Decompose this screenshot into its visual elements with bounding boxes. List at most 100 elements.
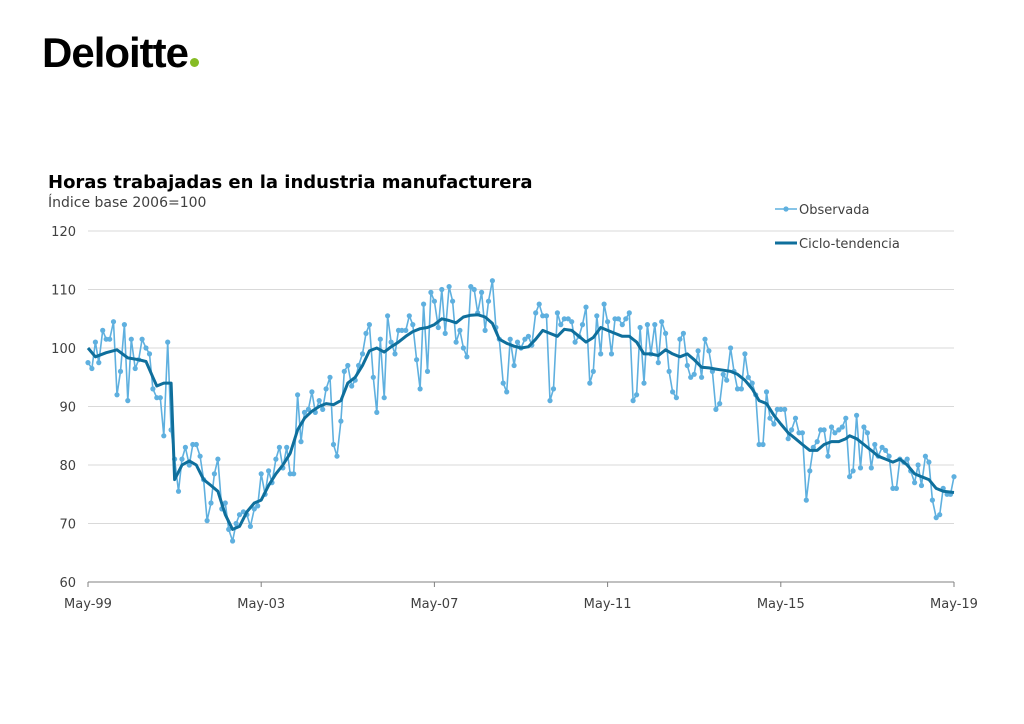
data-point (258, 471, 264, 477)
data-point (334, 453, 340, 459)
data-point (146, 351, 153, 357)
data-point (540, 313, 546, 319)
y-tick-label: 70 (59, 518, 76, 533)
data-point (161, 433, 167, 439)
data-point (421, 301, 427, 307)
legend-label: Ciclo-tendencia (799, 237, 900, 252)
series-observada (85, 278, 957, 544)
data-point (937, 512, 943, 518)
data-point (951, 474, 957, 480)
data-point (713, 406, 719, 412)
data-point (273, 456, 279, 462)
data-point (157, 395, 163, 401)
data-point (742, 351, 748, 357)
series-line (86, 313, 955, 531)
data-point (298, 439, 304, 445)
data-point (179, 456, 185, 462)
y-axis-ticks: 60 70 80 90 100 110 120 (51, 225, 76, 591)
data-point (107, 336, 113, 342)
data-point (301, 409, 308, 415)
data-point (850, 468, 856, 474)
data-point (165, 339, 171, 345)
data-point (114, 392, 120, 398)
data-point (424, 368, 431, 374)
data-point (500, 380, 506, 386)
data-point (601, 301, 607, 307)
data-point (479, 289, 485, 295)
data-point (836, 427, 842, 433)
data-point (861, 424, 867, 430)
data-point (247, 523, 253, 530)
data-point (699, 374, 705, 380)
y-tick-label: 120 (51, 225, 76, 240)
data-point (583, 304, 589, 310)
data-point (652, 322, 658, 328)
data-point (666, 368, 672, 374)
data-point (702, 336, 708, 342)
data-point (637, 324, 643, 331)
data-point (868, 465, 874, 471)
data-point (839, 424, 845, 430)
legend-marker (783, 206, 789, 212)
data-point (377, 336, 383, 342)
data-point (489, 278, 495, 284)
data-point (734, 386, 741, 392)
y-tick-label: 100 (51, 342, 76, 357)
data-point (561, 316, 567, 322)
data-point (233, 520, 239, 527)
series-ciclo-tendencia (86, 313, 955, 531)
data-point (590, 368, 596, 374)
data-point (251, 506, 257, 512)
data-point (598, 351, 604, 357)
data-point (522, 336, 528, 342)
data-point (680, 330, 687, 336)
data-point (295, 392, 301, 398)
series-line (87, 279, 955, 542)
logo-wordmark: Deloitte (42, 29, 189, 76)
data-point (255, 503, 261, 509)
data-point (525, 333, 532, 339)
data-point (345, 362, 351, 369)
data-point (825, 453, 831, 459)
x-tick-label: May-19 (930, 597, 978, 612)
data-point (814, 439, 820, 445)
x-axis: May-99 May-03 May-07 May-11 May-15 May-19 (64, 581, 978, 612)
data-point (792, 415, 799, 421)
data-point (89, 365, 95, 372)
data-point (785, 436, 791, 442)
y-tick-label: 90 (59, 401, 76, 416)
data-point (724, 377, 730, 383)
data-point (550, 386, 557, 392)
data-point (208, 500, 214, 506)
data-point (533, 310, 539, 316)
data-point (536, 301, 542, 307)
data-point (485, 298, 492, 304)
data-point (728, 345, 734, 351)
data-point (677, 336, 683, 342)
data-point (763, 389, 770, 395)
data-point (428, 289, 434, 295)
data-point (128, 336, 134, 342)
data-point (926, 459, 932, 465)
data-point (284, 444, 290, 450)
data-point (507, 336, 513, 342)
data-point (738, 386, 745, 392)
data-point (417, 386, 423, 392)
data-point (626, 310, 632, 316)
data-point (446, 284, 452, 290)
data-point (139, 336, 145, 342)
data-point (782, 406, 788, 412)
y-tick-label: 80 (59, 459, 76, 474)
data-point (847, 474, 853, 480)
data-point (670, 389, 676, 395)
data-point (767, 415, 773, 421)
data-point (359, 351, 366, 357)
x-tick-label: May-07 (410, 597, 458, 612)
y-tick-label: 60 (59, 576, 76, 591)
data-point (857, 465, 864, 471)
data-point (457, 327, 463, 333)
data-point (587, 380, 593, 386)
data-point (684, 362, 690, 369)
x-tick-label: May-03 (237, 597, 285, 612)
